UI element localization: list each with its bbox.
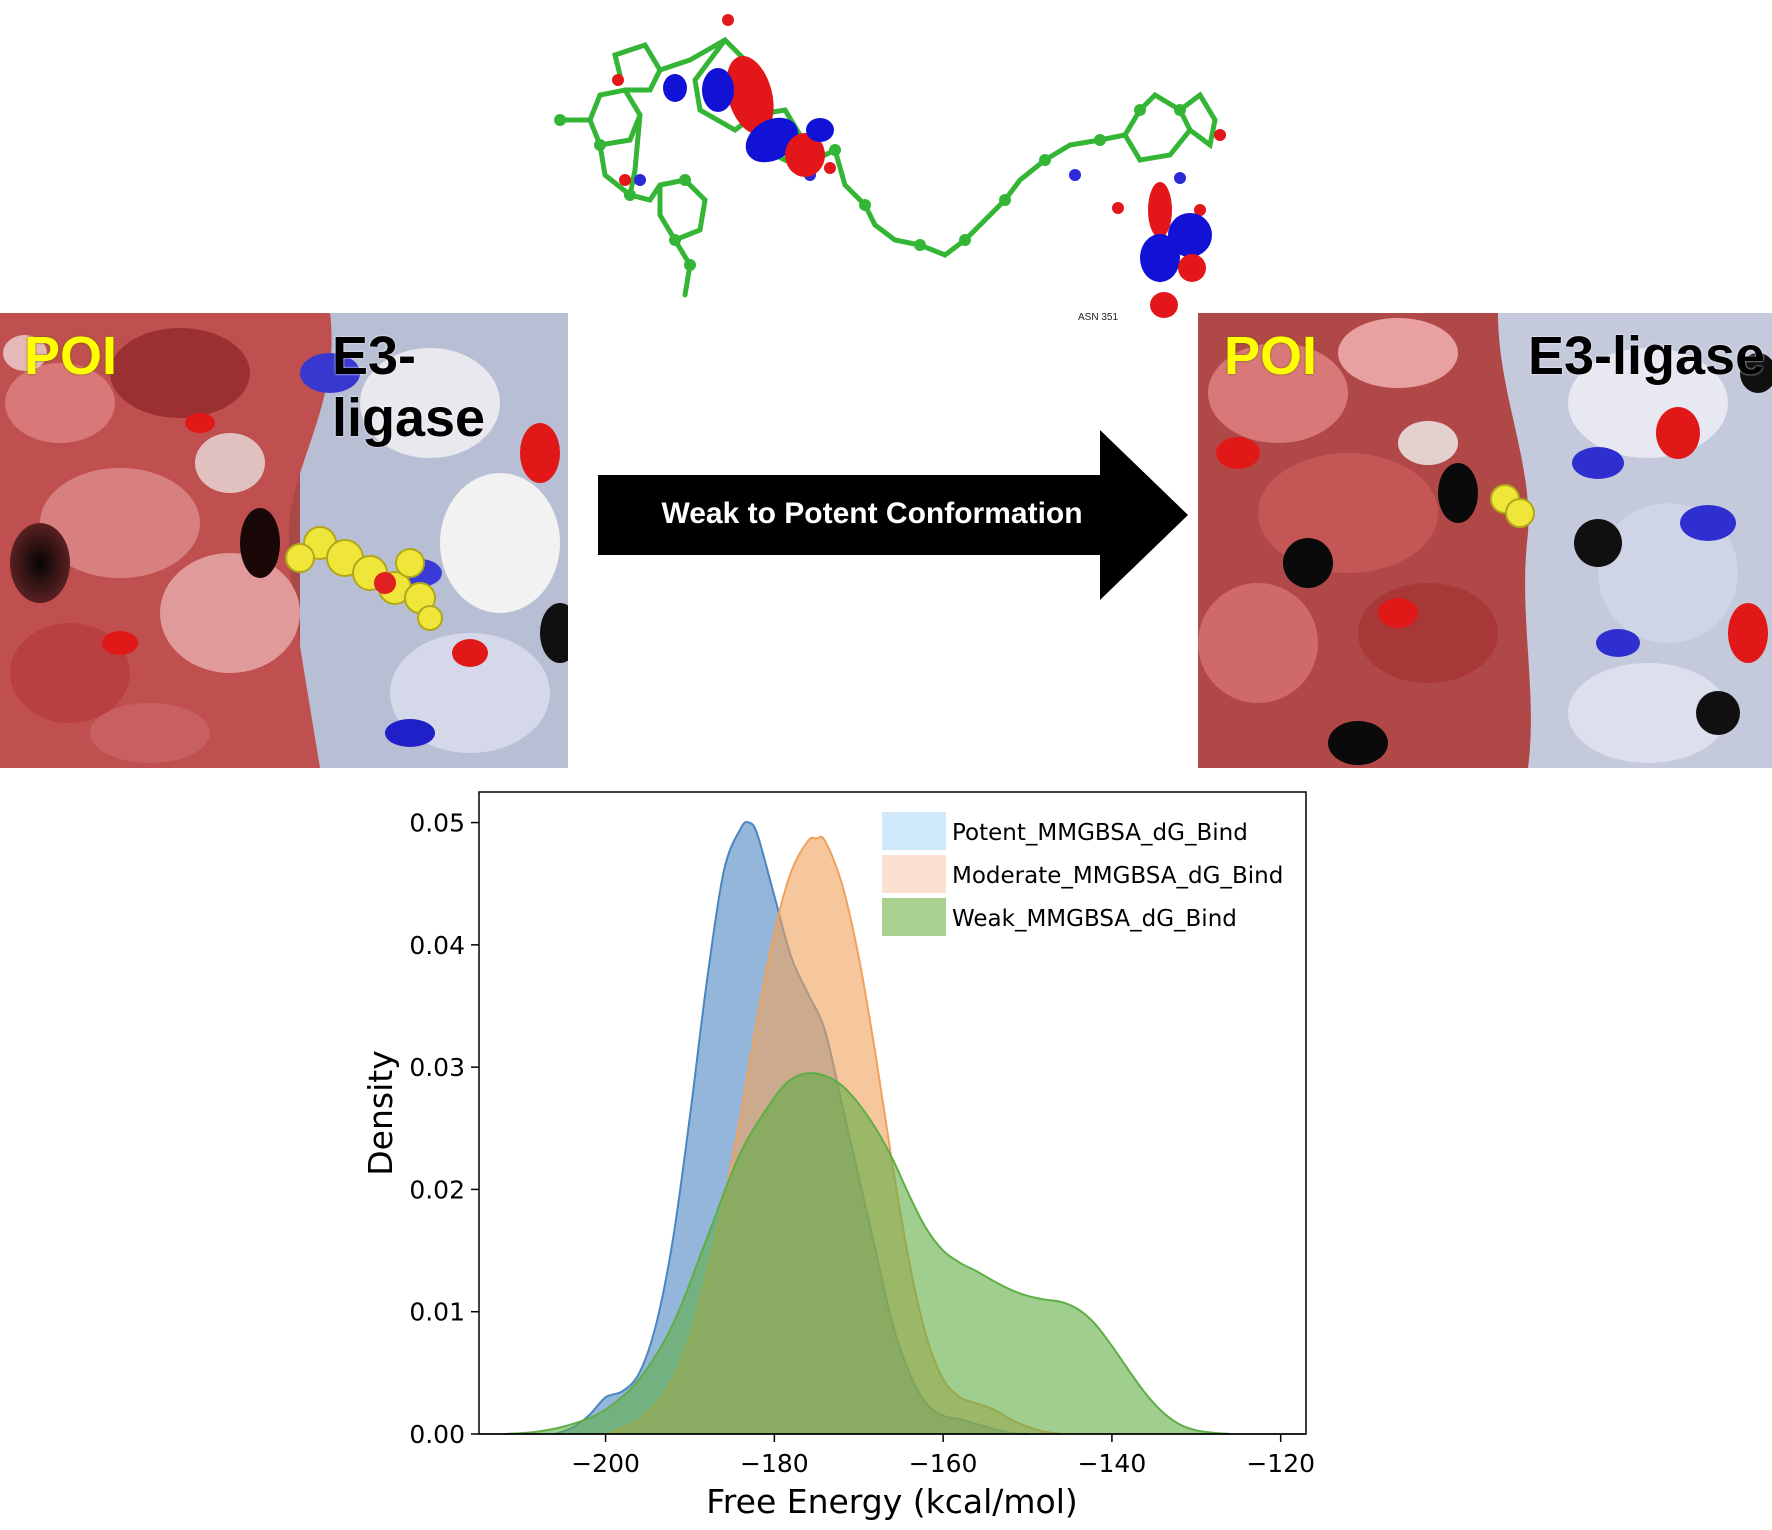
x-axis-ticks: −200 −180 −160 −140 −120 [571, 1434, 1315, 1478]
left-surface-image [0, 313, 568, 768]
e3-ligase-label: E3-ligase [332, 326, 486, 448]
y-axis-ticks: 0.00 0.01 0.02 0.03 0.04 0.05 [409, 809, 479, 1449]
legend-swatch-3 [882, 898, 946, 936]
plot-frame [478, 791, 1307, 1435]
series-3-line [504, 1072, 1231, 1435]
arrow-shape [598, 430, 1188, 600]
e3-ligase-label: E3-ligase [1528, 326, 1766, 386]
free-energy-density-chart: −200 −180 −160 −140 −120 0.000.010.020.030.0… [361, 791, 1315, 1521]
y-tick-label: 0.05 [409, 809, 465, 838]
x-tick-label: −120 [1246, 1449, 1315, 1478]
residue-label: ASN 351 [1078, 312, 1118, 323]
poi-label: POI [1224, 326, 1318, 386]
y-tick-label: 0.04 [409, 931, 465, 960]
right-surface-image [1198, 313, 1772, 768]
series-3-area [504, 1073, 1231, 1434]
x-tick-label: −160 [909, 1449, 978, 1478]
y-tick-label: 0.01 [409, 1298, 465, 1327]
chart-legend: Potent_MMGBSA_dG_Bind Moderate_MMGBSA_dG_… [882, 812, 1283, 936]
density-areas [479, 820, 1306, 1435]
left-surface-panel: POI E3-ligase [0, 313, 568, 768]
y-tick-label: 0.03 [409, 1053, 465, 1082]
x-tick-label: −200 [571, 1449, 640, 1478]
x-axis-label: Free Energy (kcal/mol) [706, 1482, 1078, 1521]
legend-label-3: Weak_MMGBSA_dG_Bind [952, 906, 1237, 932]
x-tick-label: −180 [740, 1449, 809, 1478]
legend-swatch-2 [882, 855, 946, 893]
arrow-label: Weak to Potent Conformation [661, 497, 1083, 530]
y-tick-label: 0.00 [409, 1420, 465, 1449]
poi-label: POI [24, 326, 118, 386]
x-tick-label: −140 [1078, 1449, 1147, 1478]
y-axis-label: Density [361, 1050, 400, 1175]
legend-label-2: Moderate_MMGBSA_dG_Bind [952, 863, 1283, 889]
legend-swatch-1 [882, 812, 946, 850]
conformation-arrow: Weak to Potent Conformation [598, 430, 1190, 600]
right-surface-panel: POI E3-ligase [1198, 313, 1772, 768]
legend-label-1: Potent_MMGBSA_dG_Bind [952, 820, 1248, 846]
series-3 [504, 1072, 1231, 1435]
y-tick-label: 0.02 [409, 1175, 465, 1204]
protac-molecule-structure: ASN 351 [554, 14, 1226, 323]
